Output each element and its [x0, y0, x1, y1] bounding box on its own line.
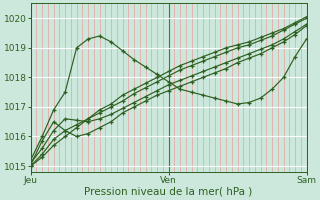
X-axis label: Pression niveau de la mer( hPa ): Pression niveau de la mer( hPa ) [84, 187, 253, 197]
